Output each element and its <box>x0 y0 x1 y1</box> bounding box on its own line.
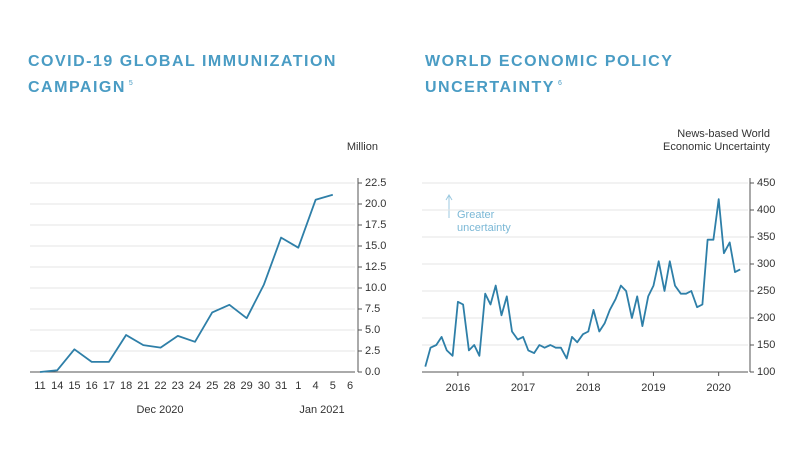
annotation-arrow-head <box>445 194 453 201</box>
footnote: 6 <box>558 80 562 87</box>
y-tick-label: 15.0 <box>365 240 386 252</box>
y-tick-label: 12.5 <box>365 261 386 273</box>
x-group-label: Dec 2020 <box>136 404 183 416</box>
x-tick-label: 16 <box>86 380 98 392</box>
x-tick-label: 17 <box>103 380 115 392</box>
x-tick-label: 15 <box>68 380 80 392</box>
x-tick-label: 11 <box>34 380 45 392</box>
y-tick-label: 250 <box>757 285 775 297</box>
x-tick-label: 30 <box>258 380 270 392</box>
chart-title: CAMPAIGN <box>28 79 126 96</box>
y-tick-label: 5.0 <box>365 324 380 336</box>
x-tick-label: 14 <box>51 380 63 392</box>
x-tick-label: 6 <box>347 380 353 392</box>
x-tick-label: 24 <box>189 380 201 392</box>
x-tick-label: 5 <box>330 380 336 392</box>
x-tick-label: 2020 <box>706 382 730 394</box>
y-tick-label: 2.5 <box>365 345 380 357</box>
x-tick-label: 2018 <box>576 382 600 394</box>
y-tick-label: 10.0 <box>365 282 386 294</box>
data-line <box>424 198 741 367</box>
y-tick-label: 17.5 <box>365 219 386 231</box>
chart-title: UNCERTAINTY <box>425 79 555 96</box>
y-tick-label: 150 <box>757 339 775 351</box>
y-tick-label: 0.0 <box>365 366 380 378</box>
y-tick-label: 200 <box>757 312 775 324</box>
x-tick-label: 23 <box>172 380 184 392</box>
y-tick-label: 7.5 <box>365 303 380 315</box>
x-tick-label: 21 <box>137 380 149 392</box>
x-tick-label: 29 <box>241 380 253 392</box>
annotation: uncertainty <box>457 222 511 234</box>
y-tick-label: 100 <box>757 366 775 378</box>
y-tick-label: 20.0 <box>365 198 386 210</box>
footnote: 5 <box>129 80 133 87</box>
x-tick-label: 31 <box>275 380 287 392</box>
x-tick-label: 4 <box>312 380 318 392</box>
x-tick-label: 1 <box>295 380 301 392</box>
y-tick-label: 22.5 <box>365 177 386 189</box>
y-axis-label: News-based World <box>677 128 770 140</box>
data-line <box>39 193 334 373</box>
y-tick-label: 300 <box>757 258 775 270</box>
x-tick-label: 2016 <box>446 382 470 394</box>
x-tick-label: 25 <box>206 380 218 392</box>
x-tick-label: 2017 <box>511 382 535 394</box>
x-group-label: Jan 2021 <box>299 404 344 416</box>
x-tick-label: 18 <box>120 380 132 392</box>
y-tick-label: 450 <box>757 177 775 189</box>
x-tick-label: 2019 <box>641 382 665 394</box>
annotation: Greater <box>457 209 495 221</box>
x-tick-label: 22 <box>154 380 166 392</box>
y-axis-label: Million <box>347 141 378 153</box>
y-axis-label: Economic Uncertainty <box>663 141 770 153</box>
y-tick-label: 350 <box>757 231 775 243</box>
chart-title: WORLD ECONOMIC POLICY <box>425 53 673 70</box>
chart-title: COVID-19 GLOBAL IMMUNIZATION <box>28 53 337 70</box>
y-tick-label: 400 <box>757 204 775 216</box>
x-tick-label: 28 <box>223 380 235 392</box>
